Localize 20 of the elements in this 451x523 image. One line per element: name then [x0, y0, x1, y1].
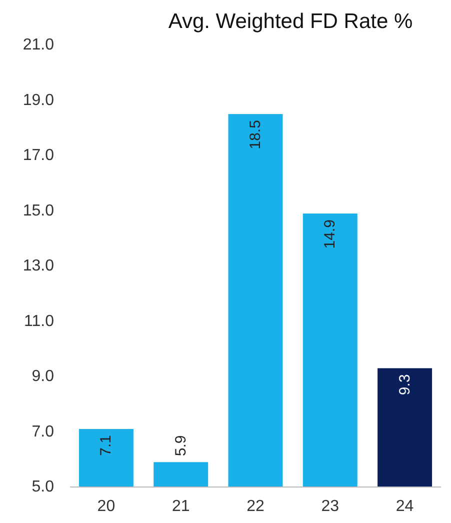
data-label: 7.1 — [98, 434, 115, 456]
y-tick-label: 17.0 — [22, 147, 54, 164]
chart-title: Avg. Weighted FD Rate % — [168, 10, 413, 33]
y-tick-label: 21.0 — [22, 36, 54, 54]
data-label: 18.5 — [247, 120, 264, 150]
y-tick-label: 11.0 — [24, 312, 54, 330]
x-tick-label: 24 — [396, 498, 414, 515]
x-tick-label: 23 — [321, 498, 340, 515]
data-label: 9.3 — [396, 374, 414, 396]
y-tick-label: 7.0 — [32, 423, 54, 440]
x-tick-label: 22 — [246, 498, 264, 515]
y-tick-label: 19.0 — [22, 92, 54, 109]
x-tick-label: 20 — [97, 498, 116, 515]
x-tick-label: 21 — [172, 498, 190, 515]
data-label: 14.9 — [322, 220, 339, 249]
y-tick-label: 13.0 — [22, 258, 54, 274]
data-label: 5.9 — [172, 435, 190, 456]
y-tick-label: 15.0 — [22, 202, 54, 220]
y-tick-label: 9.0 — [32, 368, 54, 385]
y-tick-label: 5.0 — [32, 478, 54, 496]
